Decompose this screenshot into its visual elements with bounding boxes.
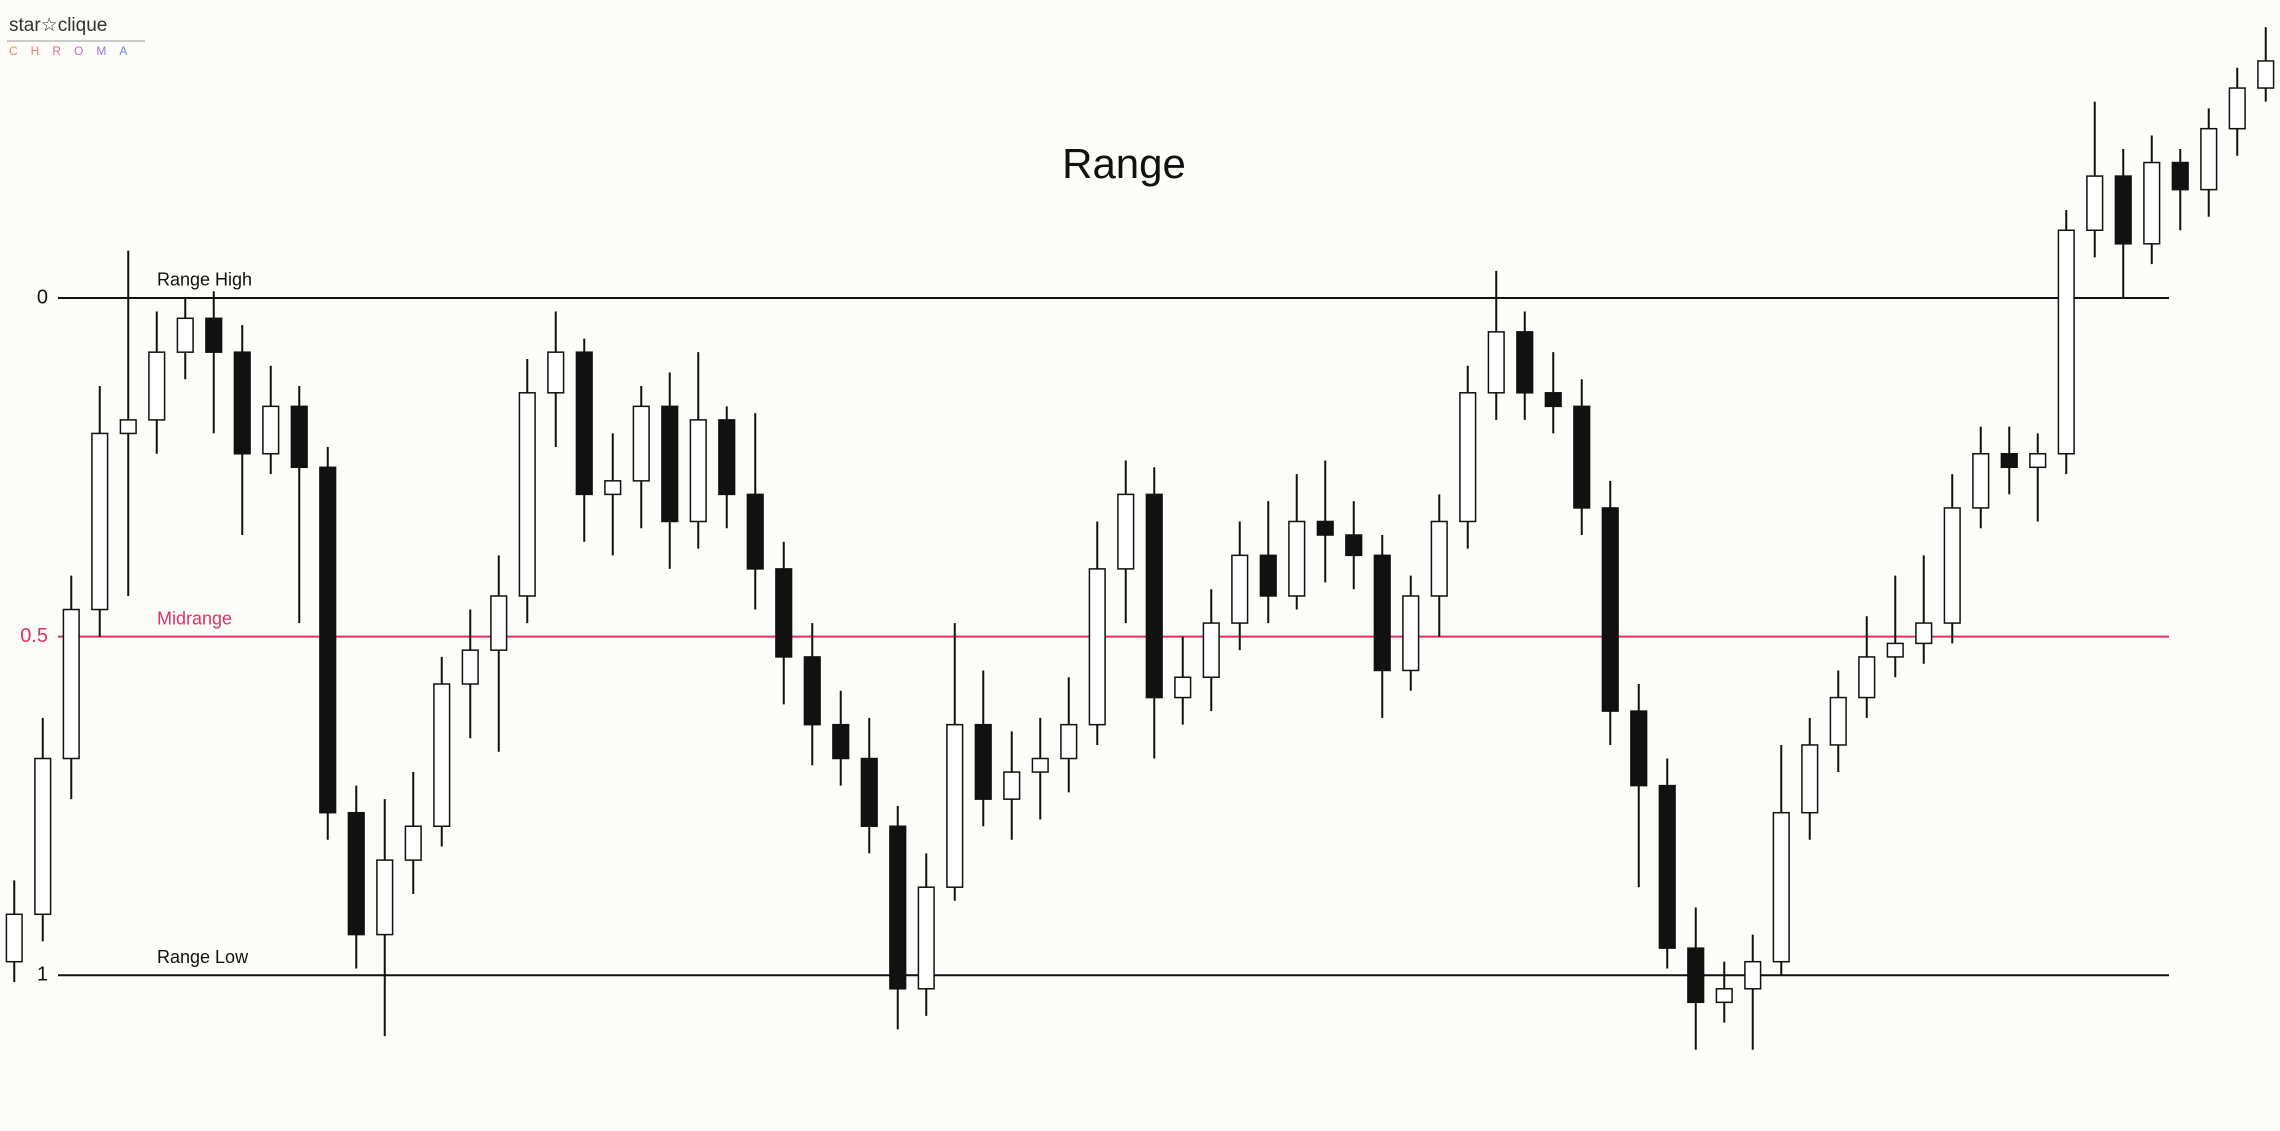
candle-body — [62, 608, 80, 760]
candle-body — [1088, 568, 1106, 726]
y-tick-label: 1 — [37, 964, 48, 986]
candle-body — [148, 351, 166, 421]
candle-body — [746, 493, 764, 570]
candle-body — [689, 419, 707, 523]
candle-body — [205, 317, 223, 353]
plot: Range High Midrange Range Low 0 0.5 1 — [5, 27, 2275, 1050]
level-label: Range High — [157, 270, 252, 290]
candle-body — [2257, 60, 2275, 89]
candle-body — [1658, 784, 1676, 949]
candle-body — [661, 405, 679, 523]
candle-body — [319, 466, 337, 814]
candle-body — [1202, 622, 1220, 678]
candle-body — [803, 656, 821, 726]
chart-title: Range — [1062, 140, 1186, 187]
candle-body — [1772, 811, 1790, 963]
candle-body — [176, 317, 194, 353]
y-tick-label: 0 — [37, 286, 48, 308]
candle-body — [1915, 622, 1933, 645]
candle-body — [1544, 392, 1562, 408]
candle-body — [376, 859, 394, 936]
candle-body — [5, 913, 23, 963]
candle-body — [119, 419, 137, 435]
candle-body — [1060, 723, 1078, 760]
logo-sub: CHROMA — [9, 44, 140, 58]
candle-body — [1858, 656, 1876, 699]
candle-body — [860, 757, 878, 827]
candle-body — [1886, 642, 1904, 658]
candle-body — [718, 419, 736, 496]
candle-body — [1972, 453, 1990, 509]
candle-body — [2143, 161, 2161, 245]
candle-body — [2114, 175, 2132, 245]
candle-body — [433, 683, 451, 827]
candle-body — [1829, 696, 1847, 746]
candle-body — [1687, 947, 1705, 1004]
candle-body — [974, 723, 992, 800]
logo-name: star☆clique — [9, 15, 107, 36]
candle-body — [1402, 595, 1420, 672]
candle-body — [1316, 520, 1334, 536]
candle-body — [34, 757, 52, 916]
candle-body — [1715, 988, 1733, 1004]
candle-body — [2029, 453, 2047, 469]
y-tick-label: 0.5 — [20, 625, 48, 647]
candle-body — [1259, 554, 1277, 597]
candle-body — [490, 595, 508, 651]
candle-body — [262, 405, 280, 455]
level-label: Range Low — [157, 947, 249, 967]
candle-body — [1345, 534, 1363, 557]
candle-body — [1174, 676, 1192, 699]
candle-body — [889, 825, 907, 990]
candle-body — [632, 405, 650, 482]
candle-body — [1231, 554, 1249, 624]
candle-body — [1117, 493, 1135, 570]
candle-body — [1943, 507, 1961, 624]
candle-body — [1601, 507, 1619, 712]
candle-body — [917, 886, 935, 990]
candle-body — [1516, 331, 1534, 394]
candle-body — [575, 351, 593, 496]
candle-body — [91, 432, 109, 611]
candle-body — [946, 723, 964, 888]
candle-body — [1573, 405, 1591, 509]
candle-body — [2086, 175, 2104, 232]
candle-body — [2057, 229, 2075, 455]
candle-body — [2228, 87, 2246, 130]
logo: star☆clique CHROMA — [7, 15, 145, 58]
candle-body — [1145, 493, 1163, 699]
candle-body — [2200, 127, 2218, 191]
candle-body — [2000, 453, 2018, 469]
candle-body — [1003, 771, 1021, 800]
candle-body — [1744, 960, 1762, 990]
candle-body — [604, 480, 622, 496]
candle-body — [233, 351, 251, 455]
candle-body — [1630, 710, 1648, 787]
level-label: Midrange — [157, 608, 232, 628]
candle-body — [775, 568, 793, 658]
candle-body — [1801, 744, 1819, 814]
candle-body — [547, 351, 565, 394]
candle-body — [404, 825, 422, 861]
candle-body — [1288, 520, 1306, 597]
candle-body — [1031, 757, 1049, 773]
candle-body — [461, 649, 479, 685]
candle-body — [1487, 331, 1505, 394]
candle-body — [347, 811, 365, 936]
candle-body — [1430, 520, 1448, 597]
candle-body — [1373, 554, 1391, 672]
candle-body — [290, 405, 308, 469]
candle-body — [518, 392, 536, 597]
candle-body — [1459, 392, 1477, 523]
candle-body — [2171, 161, 2189, 191]
candle-body — [832, 723, 850, 760]
